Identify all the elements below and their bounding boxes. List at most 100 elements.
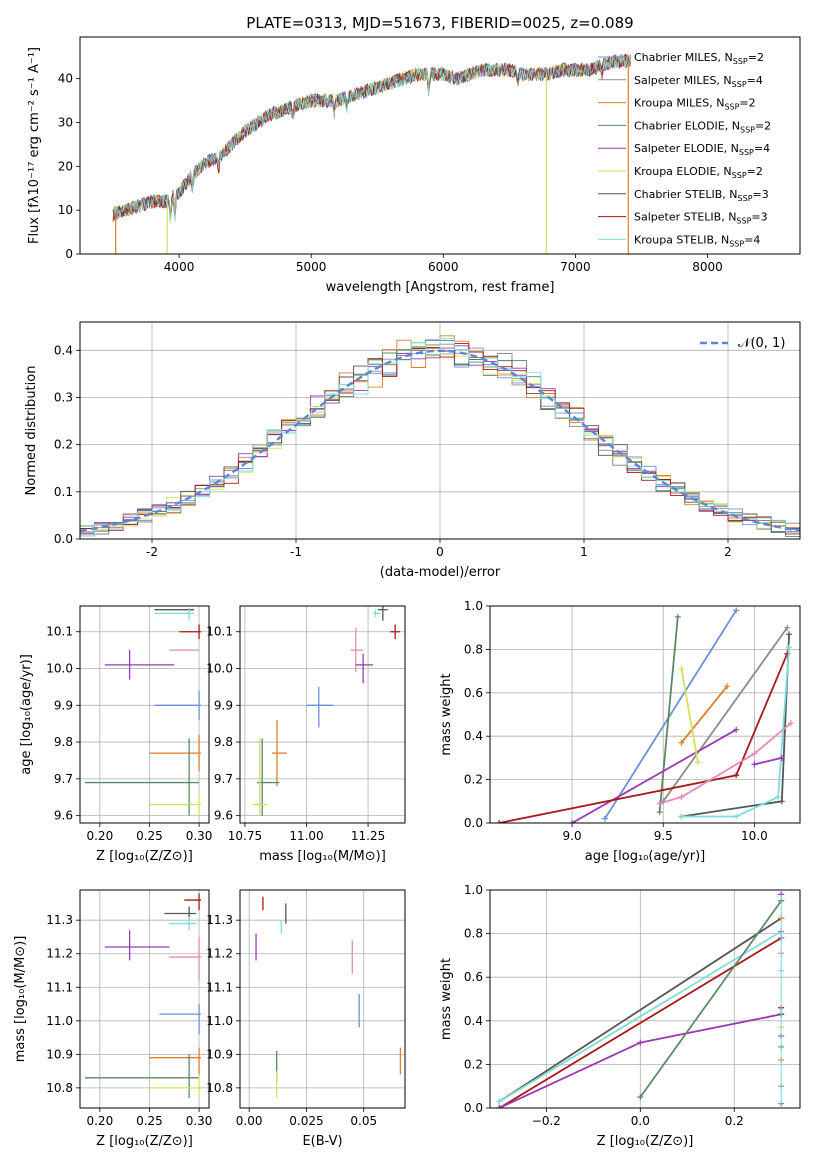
y-tick-label: 0.0 xyxy=(464,816,483,830)
legend-entry: Salpeter STELIB, NSSP=3 xyxy=(634,211,768,226)
mass_vs_Z-panel: 0.20 0.25 0.30 10.8 10.9 11.0 11.1 11.2 11.3 Z [l… xyxy=(13,889,213,1149)
x-tick-label: −0.2 xyxy=(532,1114,561,1128)
x-axis-label: (data-model)/error xyxy=(380,565,501,580)
x-tick-label: 5000 xyxy=(296,260,327,274)
y-tick-label: 10.1 xyxy=(46,625,73,639)
errorbar-point xyxy=(159,1004,202,1035)
y-tick-label: 0.6 xyxy=(464,686,483,700)
x-tick-label: 9.5 xyxy=(654,829,673,843)
y-tick-label: 11.3 xyxy=(206,913,233,927)
residual-panel: -2 -1 0 1 2 0.0 0.1 0.2 0.3 0.4 (data-model)/error… xyxy=(24,321,801,580)
x-axis-label: wavelength [Angstrom, rest frame] xyxy=(326,280,555,295)
errorbar-point xyxy=(154,690,202,721)
weight-marker xyxy=(733,813,740,820)
weight-marker xyxy=(637,1039,644,1046)
y-tick-label: 11.2 xyxy=(206,947,233,961)
spectrum-line xyxy=(112,54,631,222)
y-tick-label: 9.7 xyxy=(54,772,73,786)
weight-marker xyxy=(775,793,782,800)
age_vs_mass-panel: 10.75 11.00 11.25 9.6 9.7 9.8 9.9 10.0 10.1 mass … xyxy=(206,605,406,864)
x-tick-label: 0.0 xyxy=(631,1114,650,1128)
x-tick-label: 0.20 xyxy=(86,1114,113,1128)
x-tick-label: 0.25 xyxy=(136,829,163,843)
weight-marker xyxy=(751,750,758,757)
y-tick-label: 0.6 xyxy=(464,970,483,984)
weight-marker xyxy=(724,683,731,690)
errorbar-point xyxy=(272,720,287,787)
weight-marker xyxy=(496,1098,503,1105)
y-tick-label: 11.3 xyxy=(46,913,73,927)
errorbar-point xyxy=(377,606,388,621)
x-tick-label: 11.25 xyxy=(351,829,385,843)
y-tick-label: 9.6 xyxy=(54,809,73,823)
y-tick-label: 0 xyxy=(65,247,73,261)
y-axis-label: mass [log₁₀(M/M⊙)] xyxy=(13,936,28,1063)
weight-marker xyxy=(733,772,740,779)
x-tick-label: 8000 xyxy=(692,260,723,274)
weight-marker xyxy=(637,1094,644,1101)
weight-line xyxy=(680,685,728,744)
weight-line xyxy=(680,668,699,763)
errorbar-point xyxy=(350,628,364,673)
errorbar-point xyxy=(184,893,202,911)
y-axis-label: mass weight xyxy=(439,673,454,755)
x-tick-label: 4000 xyxy=(164,260,195,274)
legend-entry: Salpeter MILES, NSSP=4 xyxy=(634,74,763,89)
y-tick-label: 9.8 xyxy=(214,735,233,749)
y-tick-label: 9.9 xyxy=(214,698,233,712)
x-tick-label: 1 xyxy=(580,545,588,559)
errorbar-point xyxy=(104,650,175,680)
errorbar-point xyxy=(154,607,195,621)
y-tick-label: 30 xyxy=(58,115,73,129)
weight-marker xyxy=(656,800,663,807)
y-tick-label: 10.9 xyxy=(46,1047,73,1061)
errorbar-point xyxy=(149,1047,202,1075)
weight-marker xyxy=(778,798,785,805)
mass_vs_ebv-panel: 0.00 0.025 0.05 10.8 10.9 11.0 11.1 11.2 11.3 E(B… xyxy=(206,889,406,1149)
y-tick-label: 1.0 xyxy=(464,883,483,897)
legend-entry: Chabrier STELIB, NSSP=3 xyxy=(634,188,769,203)
x-tick-label: 0.00 xyxy=(236,1114,263,1128)
x-tick-label: 0.30 xyxy=(186,829,213,843)
y-axis-label: age [log₁₀(age/yr)] xyxy=(19,654,34,775)
normal-curve xyxy=(80,349,800,532)
y-tick-label: 1.0 xyxy=(464,599,483,613)
weight-marker xyxy=(678,665,685,672)
weight-marker xyxy=(601,815,608,822)
errorbar-point xyxy=(84,1054,200,1098)
weight-marker xyxy=(786,644,793,651)
y-tick-label: 0.3 xyxy=(54,390,73,404)
x-tick-label: 0.20 xyxy=(86,829,113,843)
weight-marker xyxy=(678,793,685,800)
x-tick-label: 7000 xyxy=(560,260,591,274)
y-tick-label: 40 xyxy=(58,72,73,86)
spectrum-line xyxy=(112,53,631,222)
y-axis-label: Normed distribution xyxy=(24,366,39,496)
spectrum-line xyxy=(112,53,631,222)
y-tick-label: 0.0 xyxy=(464,1101,483,1115)
errorbar-point xyxy=(149,1074,202,1098)
y-tick-label: 9.6 xyxy=(214,809,233,823)
y-tick-label: 10.9 xyxy=(206,1047,233,1061)
errorbar-point xyxy=(149,793,202,816)
weight-line xyxy=(571,728,737,823)
errorbar-point xyxy=(149,734,202,772)
x-tick-label: 11.00 xyxy=(289,829,323,843)
weight-marker xyxy=(569,820,576,823)
weight-marker xyxy=(674,613,681,620)
weight-marker xyxy=(778,754,785,761)
y-tick-label: 11.2 xyxy=(46,947,73,961)
weight-line xyxy=(658,616,679,813)
weight-line xyxy=(498,917,782,1103)
y-tick-label: 0.8 xyxy=(464,642,483,656)
spectrum-title: PLATE=0313, MJD=51673, FIBERID=0025, z=0… xyxy=(246,14,633,32)
x-axis-label: E(B-V) xyxy=(302,1134,342,1149)
weight-line xyxy=(754,757,783,766)
x-tick-label: 0.30 xyxy=(186,1114,213,1128)
plot-frame xyxy=(79,321,801,540)
x-tick-label: -1 xyxy=(290,545,302,559)
legend-entry: Chabrier ELODIE, NSSP=2 xyxy=(634,119,771,134)
x-tick-label: 0 xyxy=(436,545,444,559)
x-tick-label: 0.2 xyxy=(725,1114,744,1128)
